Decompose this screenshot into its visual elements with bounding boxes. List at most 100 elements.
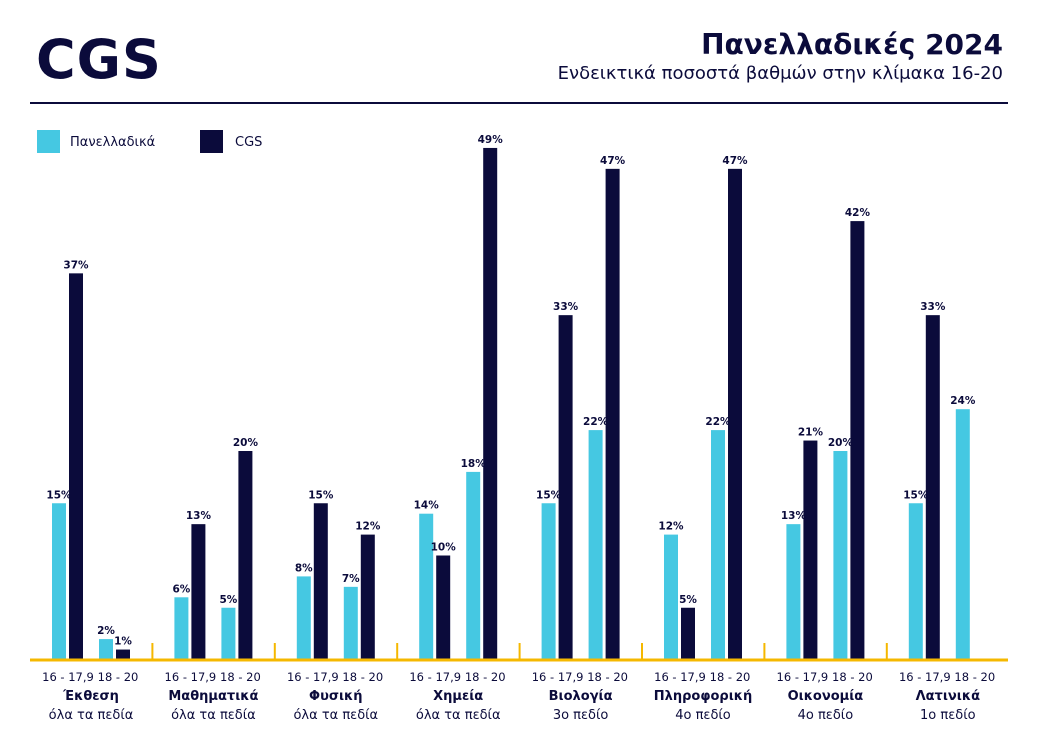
- range-label: 16 - 17,9: [42, 670, 94, 684]
- legend-label-cgs: CGS: [235, 135, 262, 150]
- bar: [786, 524, 801, 660]
- range-label: 18 - 20: [342, 670, 383, 684]
- data-label: 15%: [46, 489, 72, 501]
- data-label: 2%: [97, 625, 115, 637]
- data-label: 18%: [461, 458, 487, 470]
- range-label: 16 - 17,9: [287, 670, 339, 684]
- bar: [466, 471, 481, 660]
- bar: [174, 597, 189, 660]
- bar: [483, 147, 498, 660]
- bar: [605, 168, 620, 660]
- range-label: 16 - 17,9: [777, 670, 829, 684]
- bar: [833, 451, 848, 660]
- data-label: 13%: [186, 510, 212, 522]
- chart-title: Πανελλαδικές 2024: [701, 28, 1003, 61]
- data-label: 42%: [845, 207, 871, 219]
- range-label: 16 - 17,9: [899, 670, 951, 684]
- bar: [191, 524, 206, 660]
- field-label: όλα τα πεδία: [171, 708, 256, 723]
- bar: [728, 168, 742, 660]
- field-label: 4ο πεδίο: [675, 708, 731, 723]
- bar: [296, 576, 311, 660]
- bar: [908, 503, 923, 660]
- subject-label: Λατινικά: [916, 689, 981, 704]
- bar: [588, 430, 603, 660]
- bar: [850, 221, 865, 660]
- data-label: 12%: [355, 521, 381, 533]
- bar: [69, 273, 83, 660]
- chart-subtitle: Ενδεικτικά ποσοστά βαθμών στην κλίμακα 1…: [557, 63, 1003, 84]
- field-label: όλα τα πεδία: [293, 708, 378, 723]
- subject-label: Οικονομία: [788, 689, 864, 704]
- data-label: 15%: [308, 489, 334, 501]
- range-label: 18 - 20: [465, 670, 506, 684]
- data-label: 21%: [798, 427, 824, 439]
- data-label: 15%: [903, 489, 929, 501]
- subject-label: Χημεία: [433, 689, 483, 704]
- cgs-logo: CGS: [36, 28, 162, 91]
- range-label: 18 - 20: [832, 670, 873, 684]
- bar: [419, 513, 434, 660]
- legend-label-panelladika: Πανελλαδικά: [70, 135, 155, 150]
- bar: [52, 503, 66, 660]
- data-label: 5%: [679, 594, 697, 606]
- bar: [116, 649, 130, 660]
- field-label: όλα τα πεδία: [49, 708, 134, 723]
- bar: [99, 639, 113, 660]
- data-label: 33%: [553, 301, 579, 313]
- range-label: 18 - 20: [954, 670, 995, 684]
- subject-label: Πληροφορική: [654, 689, 753, 704]
- data-label: 20%: [828, 437, 854, 449]
- range-label: 16 - 17,9: [165, 670, 217, 684]
- data-label: 49%: [478, 134, 504, 146]
- subject-label: Μαθηματικά: [168, 689, 258, 704]
- subject-label: Έκθεση: [62, 689, 119, 704]
- bar: [541, 503, 556, 660]
- bar: [558, 315, 573, 660]
- data-label: 14%: [414, 500, 440, 512]
- data-label: 10%: [431, 542, 457, 554]
- bar: [803, 440, 818, 660]
- bar: [360, 534, 375, 660]
- legend-swatch-panelladika: [37, 130, 60, 153]
- data-label: 24%: [950, 395, 976, 407]
- subject-label: Βιολογία: [549, 689, 613, 704]
- range-label: 18 - 20: [220, 670, 261, 684]
- bar: [343, 586, 358, 660]
- legend-swatch-cgs: [200, 130, 223, 153]
- bar: [664, 534, 678, 660]
- bar: [436, 555, 451, 660]
- bar: [681, 607, 695, 660]
- range-label: 18 - 20: [98, 670, 139, 684]
- bar: [711, 430, 725, 660]
- data-label: 37%: [63, 259, 89, 271]
- data-label: 47%: [722, 155, 748, 167]
- range-label: 16 - 17,9: [409, 670, 461, 684]
- field-label: 3ο πεδίο: [553, 708, 609, 723]
- bar: [313, 503, 328, 660]
- data-label: 22%: [583, 416, 609, 428]
- data-label: 8%: [295, 562, 313, 574]
- data-label: 33%: [920, 301, 946, 313]
- data-label: 5%: [219, 594, 237, 606]
- bar: [925, 315, 940, 660]
- bar: [955, 409, 970, 660]
- header-divider: [30, 102, 1008, 104]
- data-label: 20%: [233, 437, 259, 449]
- range-label: 16 - 17,9: [654, 670, 706, 684]
- data-label: 1%: [114, 636, 132, 648]
- field-label: 4ο πεδίο: [798, 708, 854, 723]
- data-label: 47%: [600, 155, 626, 167]
- field-label: 1ο πεδίο: [920, 708, 976, 723]
- data-label: 6%: [172, 583, 190, 595]
- subject-label: Φυσική: [309, 689, 363, 704]
- data-label: 7%: [342, 573, 360, 585]
- range-label: 18 - 20: [587, 670, 628, 684]
- bar: [238, 451, 253, 660]
- data-label: 12%: [658, 521, 684, 533]
- bar: [221, 607, 236, 660]
- data-label: 22%: [705, 416, 731, 428]
- data-label: 13%: [781, 510, 807, 522]
- range-label: 16 - 17,9: [532, 670, 584, 684]
